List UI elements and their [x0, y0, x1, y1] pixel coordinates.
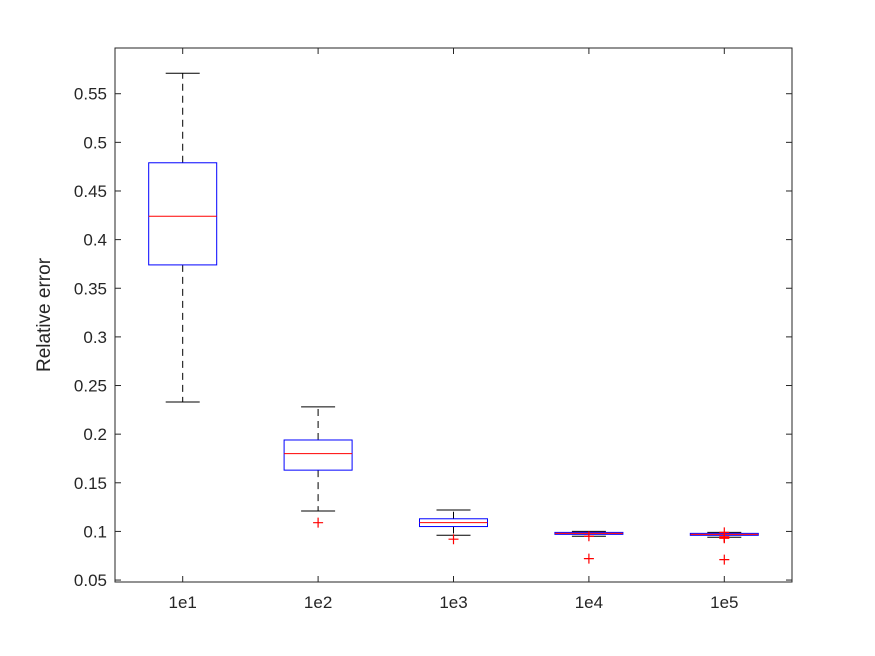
y-tick-label: 0.45	[74, 182, 107, 201]
y-tick-label: 0.25	[74, 377, 107, 396]
outlier-marker	[583, 553, 594, 564]
iqr-box	[283, 439, 353, 471]
axes-group: 0.05 0.1 0.15 0.2 0.25 0.3 0.35 0.4 0.45 0.5 0.55 1…	[74, 48, 792, 612]
box-group-1e4	[554, 530, 624, 564]
box-group-1e1	[148, 72, 218, 403]
outlier-marker	[583, 531, 594, 542]
y-tick-label: 0.55	[74, 85, 107, 104]
box-group-1e2	[283, 406, 353, 528]
iqr-box	[148, 162, 218, 266]
outlier-marker	[719, 527, 730, 538]
outlier-marker	[719, 554, 730, 565]
x-tick-label: 1e3	[439, 593, 467, 612]
x-tick-label: 1e4	[575, 593, 603, 612]
outlier-marker	[448, 534, 459, 545]
box-group-1e3	[419, 509, 488, 545]
y-tick-label: 0.4	[83, 231, 107, 250]
box-plot-marks	[148, 72, 759, 565]
y-tick-label: 0.3	[83, 328, 107, 347]
y-tick-label: 0.2	[83, 425, 107, 444]
y-tick-label: 0.1	[83, 522, 107, 541]
y-tick-label: 0.5	[83, 133, 107, 152]
x-tick-label: 1e2	[304, 593, 332, 612]
y-tick-label: 0.05	[74, 571, 107, 590]
y-tick-label: 0.15	[74, 474, 107, 493]
x-tick-label: 1e1	[169, 593, 197, 612]
x-tick-label: 1e5	[710, 593, 738, 612]
y-tick-label: 0.35	[74, 279, 107, 298]
y-axis-title: Relative error	[34, 257, 55, 372]
box-group-1e5	[689, 527, 759, 565]
outlier-marker	[313, 517, 324, 528]
